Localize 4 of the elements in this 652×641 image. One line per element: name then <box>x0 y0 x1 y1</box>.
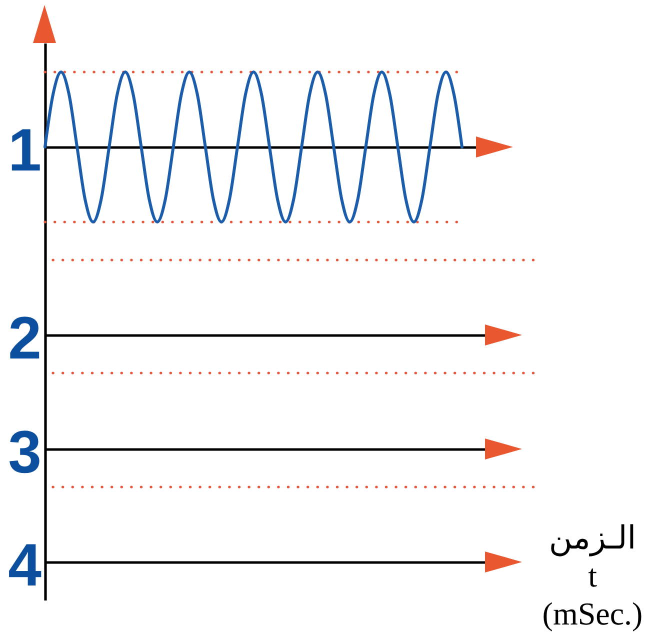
text: 4 <box>8 532 42 598</box>
text: 2 <box>8 304 42 372</box>
text: 3 <box>8 418 42 486</box>
y-axis-title: 1 <box>8 116 42 184</box>
